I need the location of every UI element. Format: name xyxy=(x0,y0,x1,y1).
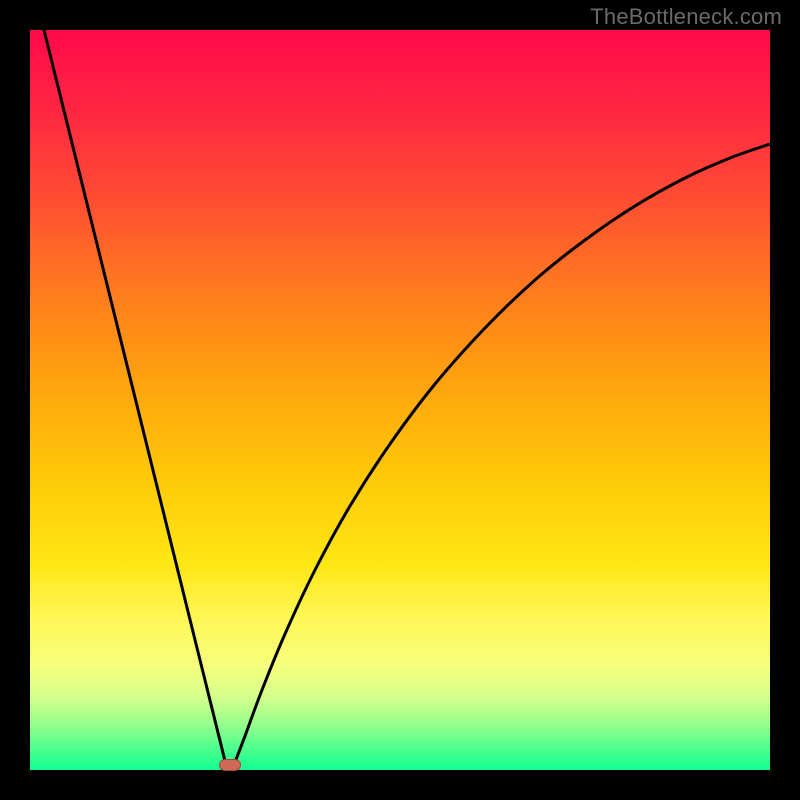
bottleneck-curve xyxy=(30,30,770,770)
chart-frame: TheBottleneck.com xyxy=(0,0,800,800)
plot-area xyxy=(30,30,770,770)
vertex-marker xyxy=(219,759,241,771)
watermark-text: TheBottleneck.com xyxy=(590,4,782,30)
